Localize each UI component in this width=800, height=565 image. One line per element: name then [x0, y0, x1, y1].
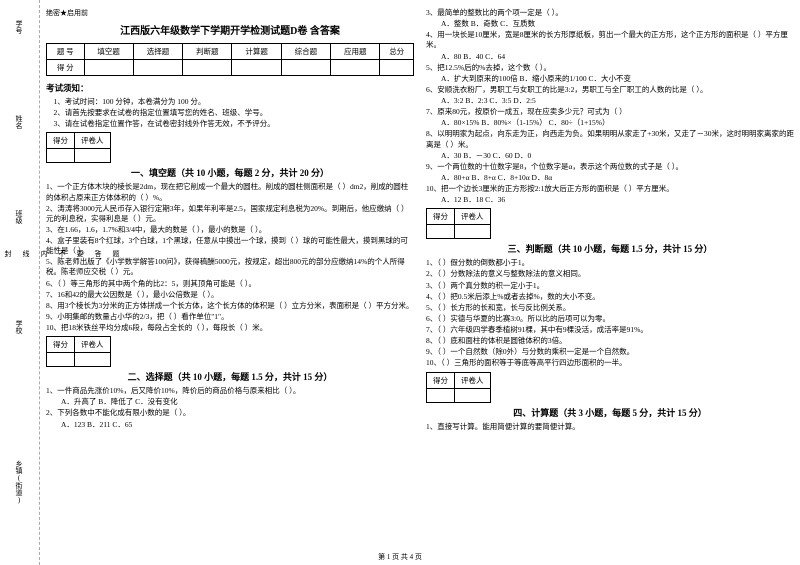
left-column: 绝密★启用前 江西版六年级数学下学期开学检测试题D卷 含答案 题 号填空题选择题… — [46, 8, 414, 565]
q: 3、最简单的整数比的两个项一定是（ ）。 — [426, 8, 794, 18]
q: 6、安顺洗衣粉厂，男职工与女职工的比是3:2，男职工与全厂职工的人数的比是（ ）… — [426, 85, 794, 95]
bind-label: 学号 — [14, 20, 24, 34]
q: 2、涛涛将3000元人民币存入银行定期3年，如果年利率是2.5，国家规定利息税为… — [46, 204, 414, 224]
bind-label: 班级 — [14, 210, 24, 224]
opt: A．3:2 B．2:3 C．3:5 D．2:5 — [426, 96, 794, 106]
sec4-title: 四、计算题（共 3 小题，每题 5 分，共计 15 分） — [426, 406, 794, 419]
page-footer: 第 1 页 共 4 页 — [0, 552, 800, 562]
opt: A．80+α B．8+α C．8+10α D．8α — [426, 173, 794, 183]
sec1-title: 一、填空题（共 10 小题，每题 2 分，共计 20 分） — [46, 166, 414, 179]
q: 8、用3个棱长为3分米的正方体拼成一个长方体，这个长方体的体积是（ ）立方分米，… — [46, 301, 414, 311]
notice-item: 1、考试时间：100 分钟，本卷满分为 100 分。 — [46, 97, 414, 107]
bind-label: 姓名 — [14, 115, 24, 129]
q: 3、（ ）两个真分数的积一定小于1。 — [426, 281, 794, 291]
q: 2、下列各数中不能化成有限小数的是（ ）。 — [46, 408, 414, 418]
q: 7、（ ）六年级四学春季植树91棵，其中有9棵没活，成活率是91%。 — [426, 325, 794, 335]
q: 7、原来80元，按原价一成五，现在应卖多少元？可式为（ ） — [426, 107, 794, 117]
opt: A．123 B．211 C．65 — [46, 420, 414, 430]
q: 9、小明集邮的数量占小华的2/3，把（ ）看作单位"1"。 — [46, 312, 414, 322]
notice-head: 考试须知： — [46, 82, 414, 94]
sec3-title: 三、判断题（共 10 小题，每题 1.5 分，共计 15 分） — [426, 242, 794, 255]
grader-table: 得分评卷人 — [46, 336, 111, 367]
q: 7、16和42的最大公因数是（ ），最小公倍数是（ ）。 — [46, 290, 414, 300]
opt: A．12 B．18 C．36 — [426, 195, 794, 205]
opt: A．80×15% B．80%×（1-15%） C．80÷（1+15%） — [426, 118, 794, 128]
grader-table: 得分评卷人 — [426, 372, 491, 403]
q: 8、以明明家为起点，向东走为正，向西走为负。如果明明从家走了+30米，又走了－3… — [426, 129, 794, 149]
q: 1、一个正方体木块的棱长是2dm，现在把它削成一个最大的圆柱。削成的圆柱侧面积是… — [46, 182, 414, 202]
q: 4、（ ）把0.5米后添上%或者去掉%，数的大小不变。 — [426, 292, 794, 302]
bind-label: 学校 — [14, 320, 24, 334]
q: 3、在1.66，1.6，1.7%和3/4中，最大的数是（ ），最小的数是（ ）。 — [46, 225, 414, 235]
notice-item: 3、请在试卷指定位置作答，在试卷密封线外作答无效，不予评分。 — [46, 119, 414, 129]
q: 5、陈老师出版了《小学数学解答100问》，获得稿酬5000元，按规定，超出800… — [46, 257, 414, 277]
notice-item: 2、请首先按要求在试卷的指定位置填写您的姓名、班级、学号。 — [46, 108, 414, 118]
bind-label: 乡镇(街道) — [14, 460, 24, 504]
q: 8、（ ）底和面柱的体积是圆锥体积的3倍。 — [426, 336, 794, 346]
grader-table: 得分评卷人 — [46, 132, 111, 163]
q: 1、一件商品先涨价10%，后又降价10%，降价后的商品价格与原来相比（ ）。 — [46, 386, 414, 396]
q: 5、（ ）长方形的长和宽，长与反比例关系。 — [426, 303, 794, 313]
q: 9、一个两位数的十位数字是8，个位数字是α，表示这个两位数的式子是（ ）。 — [426, 162, 794, 172]
seal-line: 题 答 要 不 内 线 封 — [3, 250, 121, 257]
q: 4、用一块长是10厘米，宽是8厘米的长方形厚纸板，剪出一个最大的正方形，这个正方… — [426, 30, 794, 50]
exam-title: 江西版六年级数学下学期开学检测试题D卷 含答案 — [46, 22, 414, 37]
q: 10、把18米铁丝平均分成6段，每段占全长的（ ），每段长（ ）米。 — [46, 323, 414, 333]
opt: A．升高了 B．降低了 C．没有变化 — [46, 397, 414, 407]
right-column: 3、最简单的整数比的两个项一定是（ ）。 A．整数 B．奇数 C．互质数 4、用… — [426, 8, 794, 565]
q: 10、把一个边长3厘米的正方形按2:1放大后正方形的面积是（ ）平方厘米。 — [426, 184, 794, 194]
q: 9、（ ）一个自然数（除0外）与分数的乘积一定是一个自然数。 — [426, 347, 794, 357]
score-table: 题 号填空题选择题判断题计算题综合题应用题总分 得 分 — [46, 43, 414, 76]
q: 10、（ ）三角形的面积等于等底等高平行四边形面积的一半。 — [426, 358, 794, 368]
q: 6、（ ）实德与华夏的比赛3:0。所以比的后项可以为零。 — [426, 314, 794, 324]
opt: A．扩大到原来的100倍 B．缩小原来的1/100 C．大小不变 — [426, 74, 794, 84]
opt: A．30 B．－30 C．60 D．0 — [426, 151, 794, 161]
q: 2、（ ）分数除法的意义与整数除法的意义相同。 — [426, 269, 794, 279]
q: 1、直接写计算。能用简便计算的要简便计算。 — [426, 422, 794, 432]
grader-table: 得分评卷人 — [426, 208, 491, 239]
opt: A．80 B．40 C．64 — [426, 52, 794, 62]
q: 5、把12.5%后的%去掉，这个数（ ）。 — [426, 63, 794, 73]
secret-note: 绝密★启用前 — [46, 8, 414, 18]
q: 1、（ ）假分数的倒数都小于1。 — [426, 258, 794, 268]
opt: A．整数 B．奇数 C．互质数 — [426, 19, 794, 29]
q: 6、（ ）等三角形的其中两个角的比2：5，则其顶角可能是（ ）。 — [46, 279, 414, 289]
sec2-title: 二、选择题（共 10 小题，每题 1.5 分，共计 15 分） — [46, 370, 414, 383]
